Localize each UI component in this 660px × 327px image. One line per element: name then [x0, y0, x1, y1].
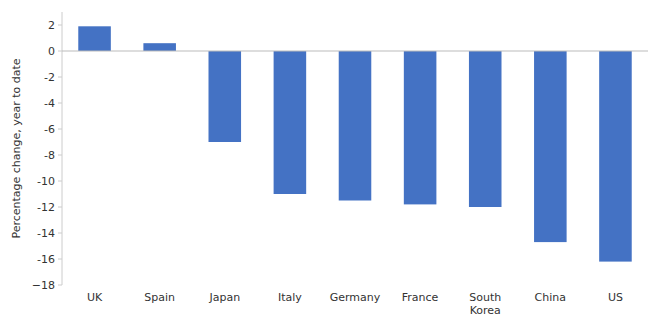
bar [78, 26, 111, 51]
bar [274, 51, 307, 194]
x-tick-label-line: Japan [208, 291, 240, 304]
x-tick-label: Spain [144, 291, 175, 304]
x-tick-label: Japan [208, 291, 240, 304]
y-tick-label: -8 [44, 149, 55, 162]
y-tick-label: -6 [44, 123, 55, 136]
y-tick-label: 2 [48, 19, 55, 32]
bar [404, 51, 437, 204]
x-tick-label: UK [87, 291, 103, 304]
y-tick [58, 103, 62, 104]
bar [469, 51, 502, 207]
bars [78, 26, 631, 261]
x-tick-label-line: US [608, 291, 623, 304]
x-tick-label-line: Spain [144, 291, 175, 304]
y-tick [58, 207, 62, 208]
x-tick-label: China [535, 291, 566, 304]
y-tick [58, 233, 62, 234]
y-tick [58, 259, 62, 260]
bar [143, 43, 176, 51]
y-tick [58, 129, 62, 130]
x-tick-label-line: Italy [278, 291, 302, 304]
y-tick [58, 25, 62, 26]
y-tick-label: −18 [32, 279, 55, 292]
x-tick-label: France [402, 291, 439, 304]
x-tick-label-line: China [535, 291, 566, 304]
x-tick-label: SouthKorea [469, 291, 501, 317]
y-tick-label: -12 [37, 201, 55, 214]
x-tick-label-line: France [402, 291, 439, 304]
x-tick-label: Germany [330, 291, 381, 304]
zero-baseline [62, 51, 648, 52]
y-tick [58, 155, 62, 156]
y-tick-label: 0 [48, 45, 55, 58]
y-axis-line [62, 12, 63, 285]
y-axis-label: Percentage change, year to date [10, 58, 23, 238]
x-tick-label-line: Germany [330, 291, 381, 304]
y-tick-label: -16 [37, 253, 55, 266]
y-tick-label: -14 [37, 227, 55, 240]
chart: 2 0 -2 -4 -6 -8 -10 -12 -14 -16 −18 UK Spain Japan Ita… [0, 0, 660, 327]
x-tick-label-line: Korea [470, 304, 501, 317]
x-tick-label-line: South [469, 291, 501, 304]
bar [339, 51, 372, 201]
y-tick [58, 181, 62, 182]
y-ticks: 2 0 -2 -4 -6 -8 -10 -12 -14 -16 −18 [32, 19, 62, 292]
y-tick [58, 51, 62, 52]
y-tick-label: -10 [37, 175, 55, 188]
x-tick-label-line: UK [87, 291, 103, 304]
x-tick-label: US [608, 291, 623, 304]
bar [599, 51, 632, 262]
x-tick-label: Italy [278, 291, 302, 304]
y-tick [58, 77, 62, 78]
y-tick-label: -4 [44, 97, 55, 110]
bar [209, 51, 242, 142]
x-ticks: UK Spain Japan Italy Germany France SouthKorea… [87, 291, 623, 317]
y-tick-label: -2 [44, 71, 55, 84]
bar [534, 51, 567, 242]
y-tick [58, 285, 62, 286]
